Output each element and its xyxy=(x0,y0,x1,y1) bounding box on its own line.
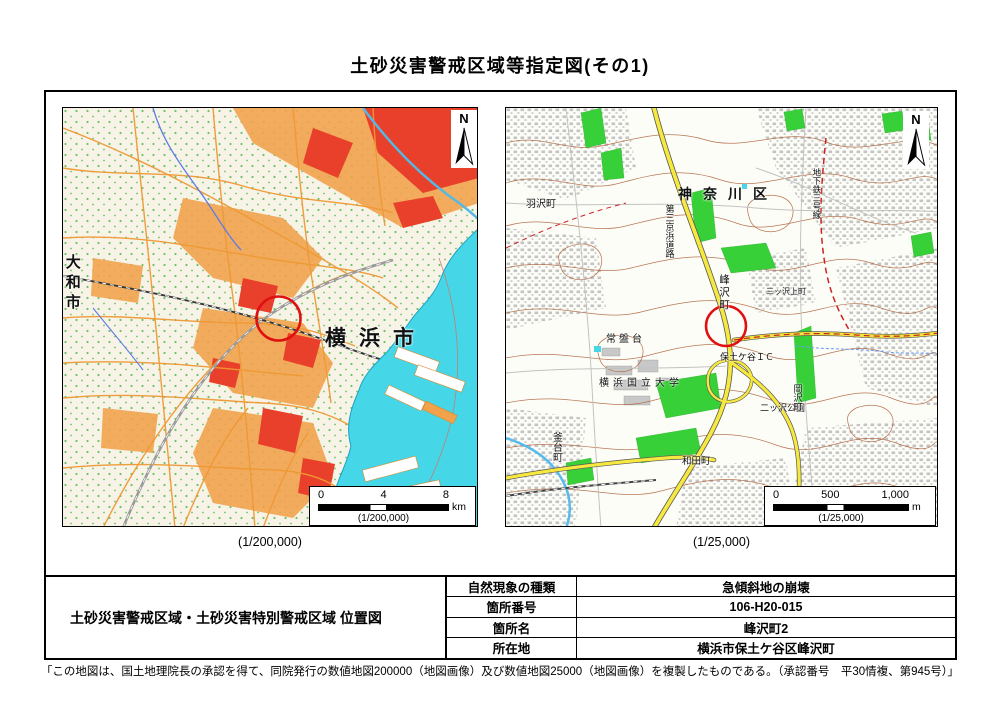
north-arrow: N xyxy=(451,110,477,168)
map-label-daisan-keihin: 第三京浜道路 xyxy=(664,204,675,258)
detail-map-graphic xyxy=(506,108,937,526)
map-label-hazawa: 羽沢町 xyxy=(526,199,556,210)
north-label: N xyxy=(911,112,921,127)
map-label-kanagawa-ward: 神奈川区 xyxy=(678,186,778,202)
scale-unit: km xyxy=(452,501,466,513)
scale-ratio: (1/200,000) xyxy=(357,513,410,524)
north-arrow: N xyxy=(903,111,929,169)
scale-unit: m xyxy=(912,501,921,513)
scale-bar-graphic xyxy=(318,503,449,511)
north-arrow-icon xyxy=(907,128,926,167)
detail-map-25000: 神奈川区 峰沢町 保土ケ谷ＩＣ 常盤台 横浜国立大学 二ッ沢公園 釜台町 和田町… xyxy=(505,107,938,527)
left-map-caption: (1/200,000) xyxy=(238,535,302,549)
row-label-site-name: 箇所名 xyxy=(447,617,577,638)
river-lines xyxy=(92,108,477,371)
map-label-hodogaya-ic: 保土ケ谷ＩＣ xyxy=(720,352,775,362)
row-value-site-number: 106-H20-015 xyxy=(577,597,955,618)
map-label-kamadai: 釜台町 xyxy=(550,432,562,462)
scale-ticks: 0 500 1,000 xyxy=(773,488,909,501)
row-value-site-name: 峰沢町2 xyxy=(577,618,955,638)
map-label-tokiwadai: 常盤台 xyxy=(606,334,645,345)
map-label-yokohama-city: 横浜市 xyxy=(325,327,427,350)
boundary-lines xyxy=(506,137,937,341)
scale-ratio: (1/25,000) xyxy=(818,513,864,524)
location-map-title: 土砂災害警戒区域・土砂災害特別警戒区域 位置図 xyxy=(46,577,447,658)
site-marker-circle xyxy=(255,295,302,342)
overview-map-graphic xyxy=(63,108,477,526)
dense-urban-shapes xyxy=(209,108,477,500)
map-label-mitsuzawa: 三ッ沢上町 xyxy=(766,287,806,296)
row-label-address: 所在地 xyxy=(447,637,577,658)
scale-bar-25000: 0 500 1,000 m (1/25,000) xyxy=(764,485,936,526)
row-value-address: 横浜市保土ケ谷区峰沢町 xyxy=(697,642,835,657)
row-label-site-number: 箇所番号 xyxy=(447,597,577,618)
north-label: N xyxy=(459,111,469,126)
map-label-okazawa: 岡沢町 xyxy=(792,384,803,411)
page-title: 土砂災害警戒区域等指定図(その1) xyxy=(350,56,650,76)
site-marker-circle xyxy=(704,304,748,348)
row-value-phenomenon: 急傾斜地の崩壊 xyxy=(577,577,955,598)
source-attribution-note: 「この地図は、国土地理院長の承認を得て、同院発行の数値地図200000（地図画像… xyxy=(40,666,960,678)
north-arrow-icon xyxy=(455,127,474,166)
map-label-futatsuzawa-park: 二ッ沢公園 xyxy=(760,403,806,413)
map-label-wada: 和田町 xyxy=(682,456,711,467)
info-table: 土砂災害警戒区域・土砂災害特別警戒区域 位置図 自然現象の種類 急傾斜地の崩壊 … xyxy=(46,575,955,658)
pond xyxy=(594,346,601,352)
scale-bar-200000: 0 4 8 km (1/200,000) xyxy=(309,485,476,526)
scale-ticks: 0 4 8 xyxy=(318,488,449,501)
scale-bar-graphic xyxy=(773,503,909,511)
park-areas xyxy=(565,108,935,486)
map-label-minesawa: 峰沢町 xyxy=(718,274,731,312)
right-map-caption: (1/25,000) xyxy=(693,535,750,549)
row-label-phenomenon: 自然現象の種類 xyxy=(447,577,577,598)
overview-map-200000: 横浜市 大和市 N 0 4 8 km (1/200,00 xyxy=(62,107,478,527)
document-frame: 横浜市 大和市 N 0 4 8 km (1/200,00 xyxy=(44,90,957,660)
map-label-university: 横浜国立大学 xyxy=(599,378,683,389)
minor-roads xyxy=(506,108,937,526)
map-label-subway-line: 地下鉄三号線 xyxy=(811,168,822,219)
map-label-yamato-city: 大和市 xyxy=(63,254,81,314)
info-grid: 自然現象の種類 急傾斜地の崩壊 箇所番号 106-H20-015 箇所名 峰沢町… xyxy=(447,577,955,658)
stream-dashed xyxy=(795,345,937,355)
